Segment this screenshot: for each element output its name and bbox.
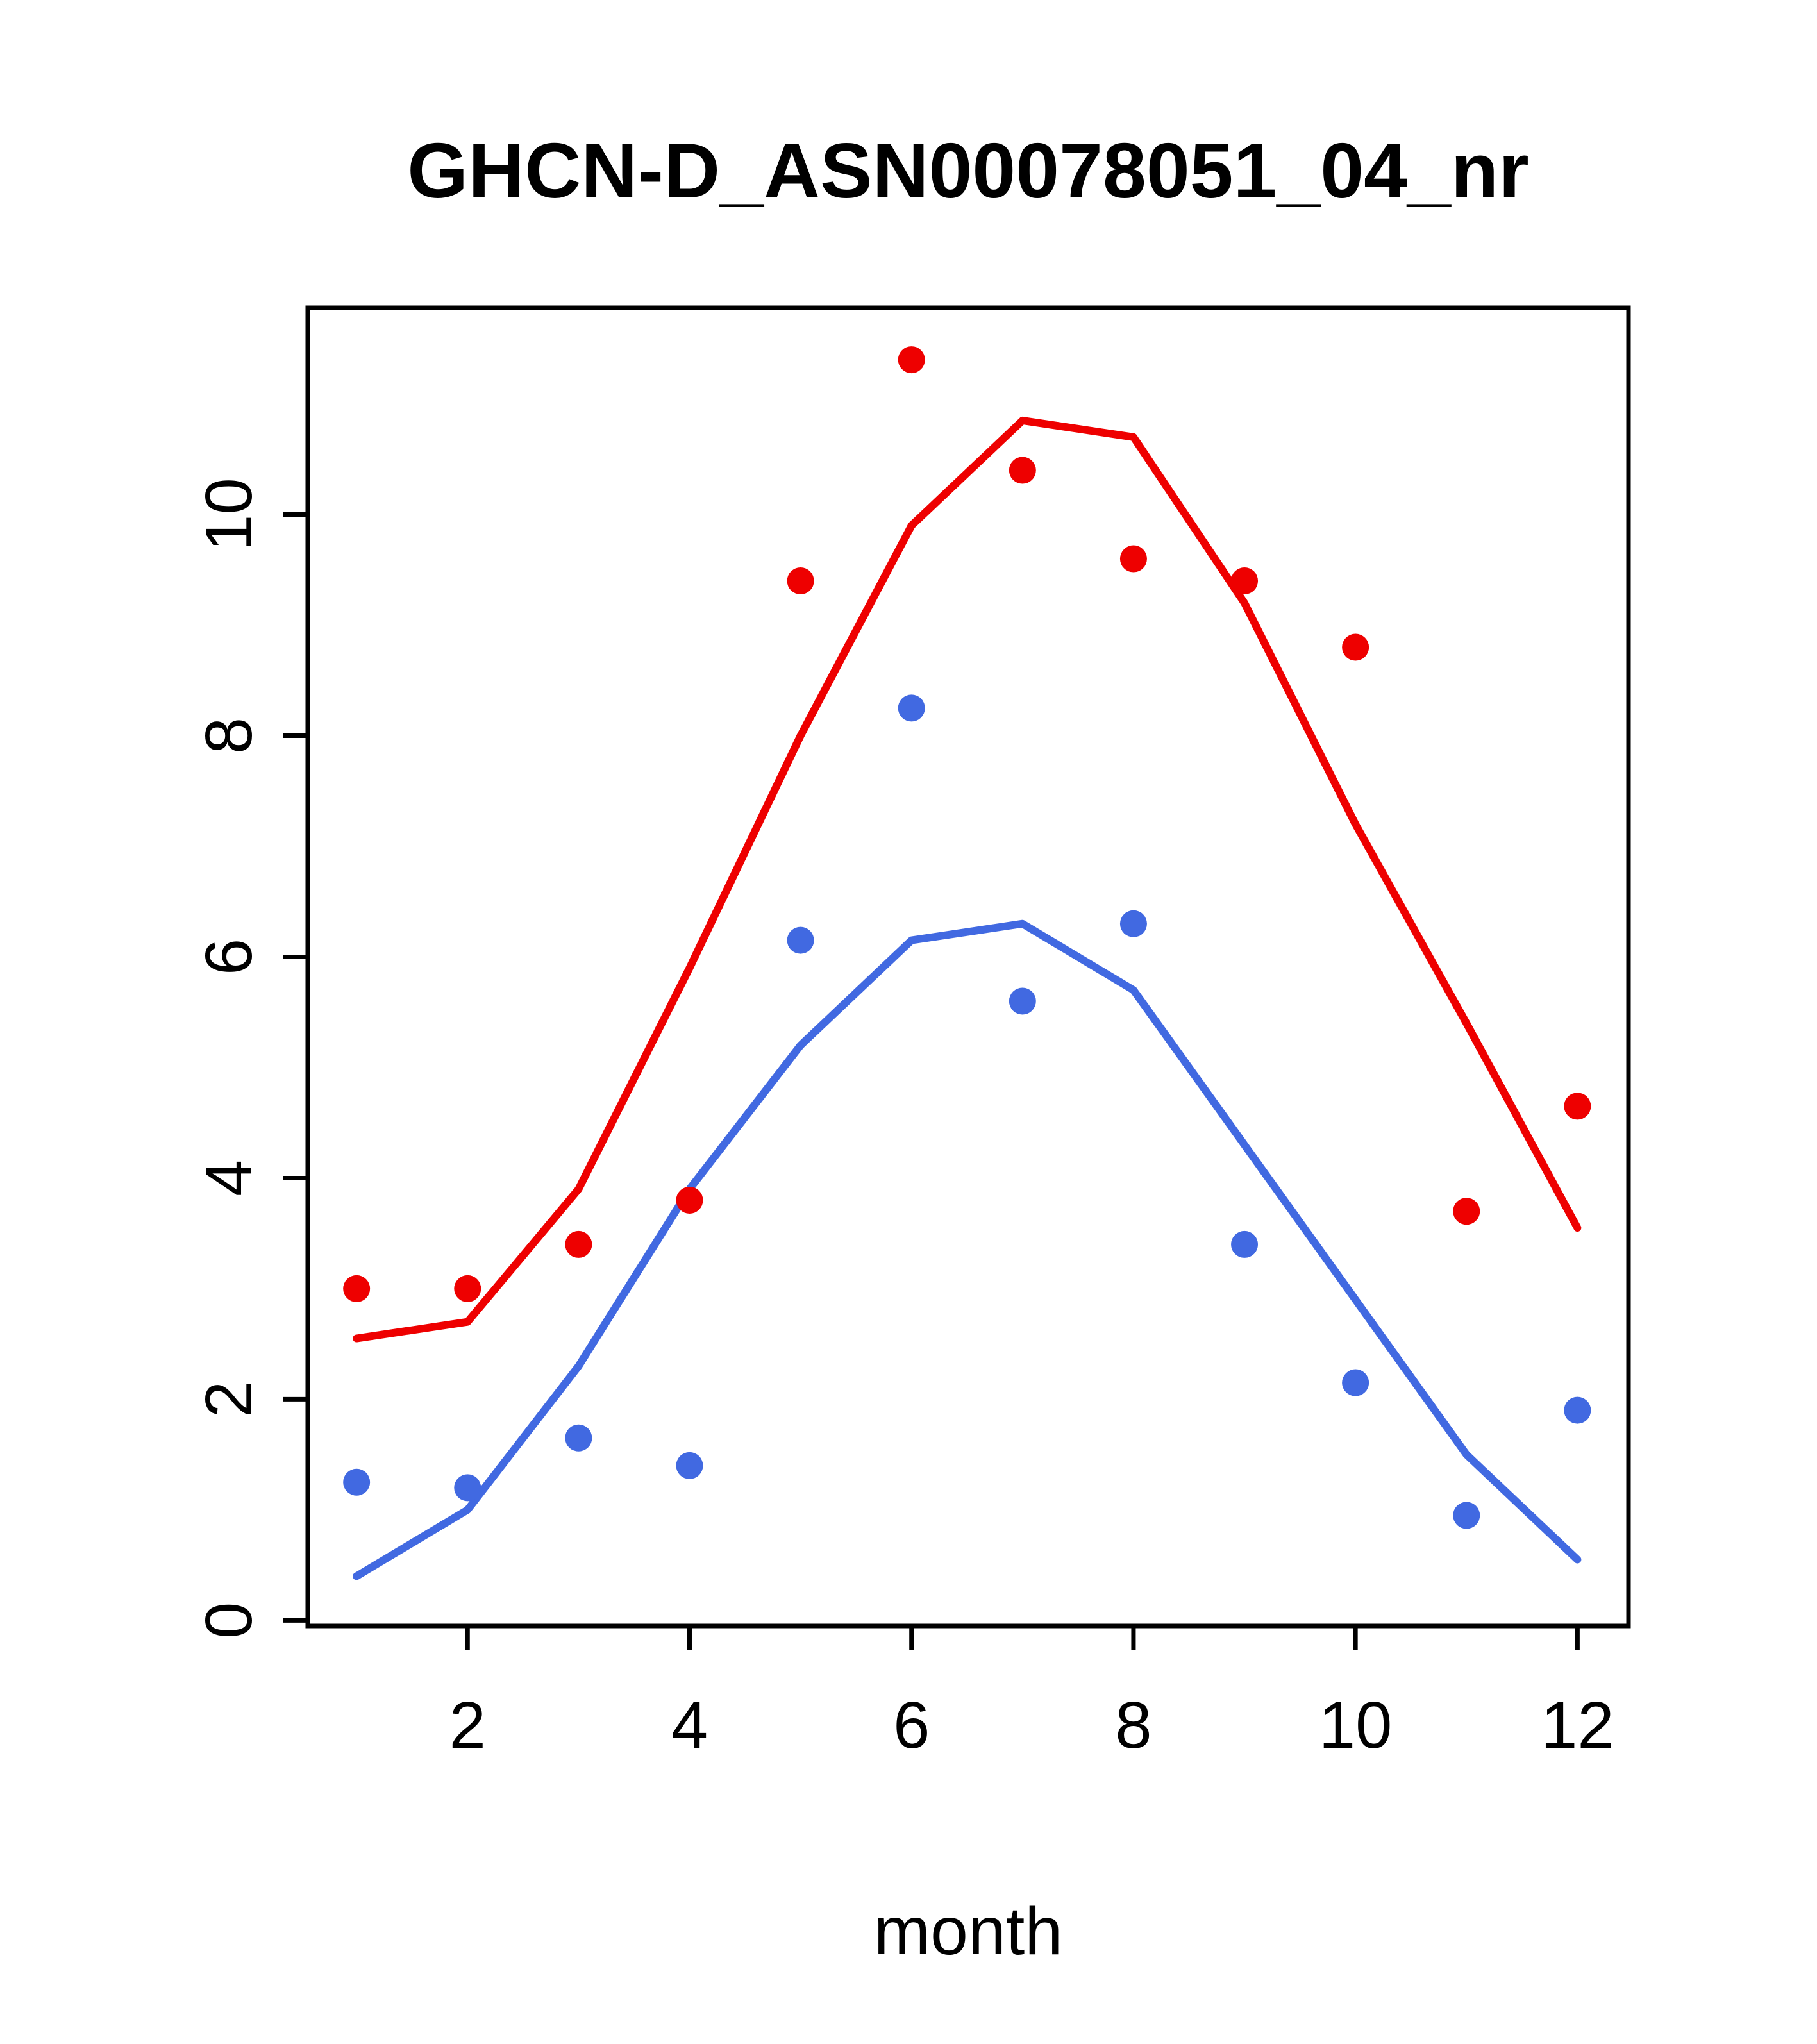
x-tick-label: 12 <box>1541 1688 1614 1762</box>
red-points-marker <box>1453 1198 1480 1225</box>
blue-points-marker <box>676 1452 703 1479</box>
blue-line-path <box>353 919 1582 1580</box>
y-tick-label: 6 <box>192 939 265 975</box>
blue-points-marker <box>343 1468 371 1496</box>
y-tick-label: 0 <box>192 1602 265 1639</box>
blue-points-marker <box>565 1424 592 1452</box>
y-tick-label: 10 <box>192 478 265 551</box>
blue-points-marker <box>1009 987 1036 1015</box>
red-points-marker <box>343 1275 371 1302</box>
y-tick-label: 2 <box>192 1381 265 1418</box>
red-points-marker <box>1231 567 1259 595</box>
blue-points-marker <box>1564 1396 1591 1424</box>
red-points-marker <box>1009 457 1036 484</box>
x-tick-label: 8 <box>1115 1688 1151 1762</box>
x-axis-label: month <box>873 1893 1063 1969</box>
blue-points-marker <box>898 694 925 722</box>
red-points-marker <box>676 1186 703 1214</box>
y-tick-label: 4 <box>192 1160 265 1196</box>
red-points-marker <box>1564 1093 1591 1120</box>
x-tick-label: 2 <box>449 1688 486 1762</box>
x-tick-label: 4 <box>671 1688 708 1762</box>
blue-points-marker <box>454 1474 481 1502</box>
x-tick-label: 6 <box>893 1688 930 1762</box>
red-line-path <box>353 416 1582 1343</box>
red-points-marker <box>454 1275 481 1302</box>
chart-title: GHCN-D_ASN00078051_04_nr <box>407 127 1529 214</box>
red-points-marker <box>1342 633 1369 661</box>
y-tick-label: 8 <box>192 717 265 754</box>
blue-points-marker <box>787 926 814 954</box>
blue-points-marker <box>1119 910 1147 937</box>
red-points-marker <box>565 1230 592 1258</box>
blue-points-marker <box>1453 1502 1480 1529</box>
plot-border <box>305 305 1631 1629</box>
red-points-marker <box>1119 545 1147 573</box>
x-tick-label: 10 <box>1319 1688 1393 1762</box>
red-points-marker <box>787 567 814 595</box>
blue-points-marker <box>1231 1230 1259 1258</box>
blue-points-marker <box>1342 1369 1369 1396</box>
red-points-marker <box>898 346 925 374</box>
